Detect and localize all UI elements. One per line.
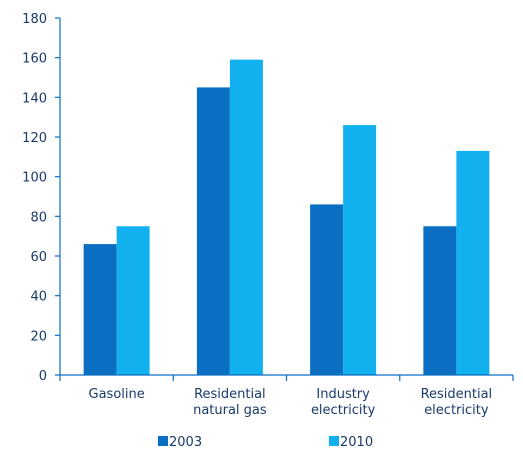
bar-2003-3	[423, 226, 457, 375]
category-label: electricity	[311, 403, 376, 418]
bar-2010-0	[116, 226, 150, 375]
x-axis	[59, 374, 514, 381]
category-label: Residential	[194, 387, 266, 402]
bar-2003-2	[310, 204, 344, 375]
y-tick-label: 180	[22, 12, 47, 27]
y-tick-label: 20	[30, 329, 47, 344]
bar-2010-1	[229, 59, 263, 376]
legend: 2003 2010	[158, 435, 373, 450]
bar-2010-2	[343, 125, 377, 375]
legend-label-2003: 2003	[169, 435, 202, 450]
y-tick-label: 40	[30, 290, 47, 305]
category-label: Residential	[421, 387, 493, 402]
y-tick-label: 140	[22, 91, 47, 106]
category-label: natural gas	[193, 403, 267, 418]
y-tick-label: 0	[39, 369, 47, 384]
y-tick-label: 80	[30, 210, 47, 225]
y-tick-label: 160	[22, 52, 47, 67]
bar-2010-3	[456, 150, 490, 375]
legend-swatch-2003	[158, 436, 168, 446]
bar-2003-1	[196, 87, 230, 376]
y-axis: 0 20 40 60 80 100 120 140 160 180	[22, 12, 61, 384]
bar-2003-0	[83, 244, 117, 375]
category-label: Industry	[316, 387, 370, 402]
legend-label-2010: 2010	[340, 435, 373, 450]
category-label: Gasoline	[89, 387, 145, 402]
y-tick-label: 60	[30, 250, 47, 265]
bars	[83, 59, 490, 376]
y-tick-label: 100	[22, 171, 47, 186]
y-tick-label: 120	[22, 131, 47, 146]
category-label: electricity	[424, 403, 489, 418]
legend-swatch-2010	[329, 436, 339, 446]
